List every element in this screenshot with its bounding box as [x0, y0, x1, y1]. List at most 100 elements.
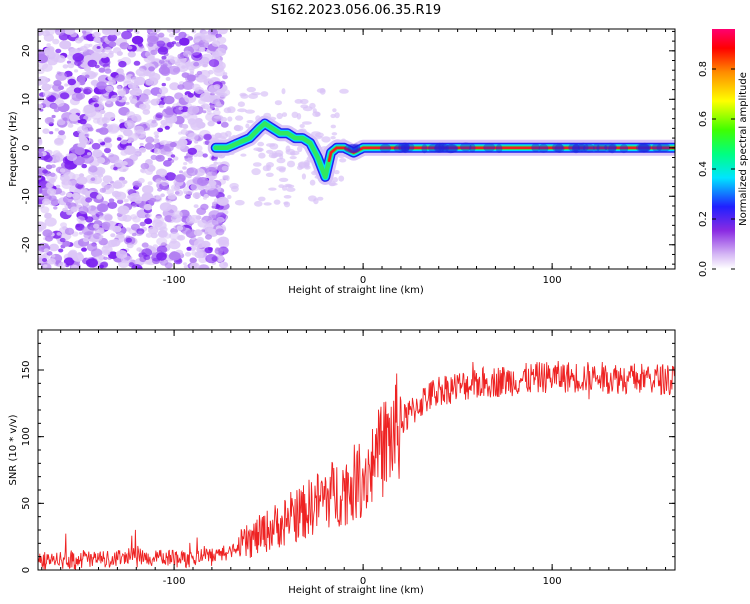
noise-blob: [149, 197, 156, 203]
noise-blob: [182, 166, 187, 170]
noise-blob: [90, 233, 103, 242]
noise-blob: [44, 212, 52, 219]
noise-blob: [146, 119, 158, 128]
noise-blob: [38, 61, 49, 70]
noise-blob: [198, 74, 206, 80]
noise-blob: [301, 121, 312, 125]
track-blob: [596, 143, 608, 153]
noise-blob: [81, 247, 87, 252]
noise-blob: [165, 76, 171, 81]
noise-blob: [176, 225, 184, 231]
noise-blob: [266, 149, 274, 154]
noise-blob: [168, 33, 175, 38]
noise-blob: [251, 168, 261, 176]
noise-blob: [69, 114, 79, 122]
noise-blob: [119, 118, 125, 123]
noise-blob: [140, 162, 150, 170]
noise-blob: [59, 237, 66, 243]
noise-blob: [87, 59, 98, 68]
track-blob: [608, 144, 617, 154]
noise-blob: [205, 234, 212, 240]
noise-blob: [153, 148, 162, 155]
noise-blob: [38, 29, 44, 36]
noise-blob: [90, 212, 96, 216]
noise-blob: [309, 179, 316, 186]
noise-blob: [208, 247, 213, 251]
noise-blob: [330, 136, 336, 140]
noise-blob: [59, 168, 66, 173]
noise-blob: [160, 68, 171, 76]
noise-blob: [174, 174, 186, 183]
noise-blob: [81, 154, 94, 164]
noise-blob: [217, 236, 229, 246]
noise-blob: [134, 182, 141, 188]
noise-blob: [110, 182, 118, 189]
y-tick-label: 0: [21, 567, 32, 573]
track-blob: [438, 142, 447, 152]
noise-blob: [174, 35, 181, 41]
noise-blob: [83, 66, 92, 72]
noise-blob: [191, 52, 203, 61]
noise-blob: [126, 29, 133, 33]
noise-blob: [220, 116, 228, 123]
noise-blob: [90, 177, 96, 181]
noise-blob: [107, 201, 118, 209]
noise-blob: [48, 195, 57, 202]
noise-blob: [159, 124, 165, 129]
noise-blob: [108, 29, 116, 34]
noise-blob: [78, 173, 85, 178]
noise-blob: [152, 138, 160, 144]
noise-blob: [273, 199, 281, 205]
noise-blob: [161, 55, 167, 60]
noise-blob: [115, 250, 128, 259]
noise-blob: [150, 149, 155, 153]
noise-blob: [299, 124, 305, 128]
noise-blob: [276, 112, 283, 120]
noise-blob: [45, 182, 53, 189]
noise-blob: [96, 81, 107, 90]
noise-blob: [41, 30, 51, 37]
noise-blob: [182, 80, 195, 90]
noise-blob: [57, 119, 66, 126]
noise-blob: [258, 152, 266, 159]
noise-blob: [142, 185, 154, 194]
track-blob: [572, 143, 586, 153]
colorbar-tick-label: 0.6: [698, 111, 709, 127]
spectrogram-frame: [37, 28, 676, 270]
x-tick-label: -100: [163, 576, 186, 587]
noise-blob: [209, 105, 215, 109]
track-blob: [651, 143, 663, 152]
track-blob: [398, 142, 410, 152]
noise-blob: [235, 115, 244, 121]
track-blob: [593, 143, 600, 153]
noise-blob: [253, 200, 263, 207]
noise-blob: [76, 125, 89, 135]
noise-blob: [132, 216, 141, 223]
noise-blob: [158, 86, 169, 95]
noise-blob: [60, 222, 67, 228]
noise-blob: [131, 202, 138, 208]
noise-blob: [269, 143, 279, 150]
noise-blob: [159, 141, 165, 145]
noise-blob: [55, 55, 66, 63]
noise-blob: [240, 153, 247, 157]
noise-blob: [179, 37, 190, 46]
noise-blob: [107, 34, 118, 42]
track-blob: [393, 144, 407, 153]
noise-blob: [72, 252, 84, 262]
noise-blob: [182, 115, 188, 119]
noise-blob: [155, 112, 164, 119]
noise-blob: [64, 227, 75, 235]
track-blob: [554, 144, 565, 153]
noise-blob: [294, 99, 303, 104]
track-blob: [460, 142, 472, 152]
noise-blob: [330, 124, 336, 129]
noise-blob: [74, 147, 86, 156]
noise-blob: [227, 194, 232, 200]
track-blob: [434, 142, 445, 152]
figure-title: S162.2023.056.06.35.R19: [271, 3, 441, 18]
noise-blob: [78, 133, 85, 139]
noise-blob: [79, 136, 88, 144]
noise-blob: [167, 193, 176, 200]
